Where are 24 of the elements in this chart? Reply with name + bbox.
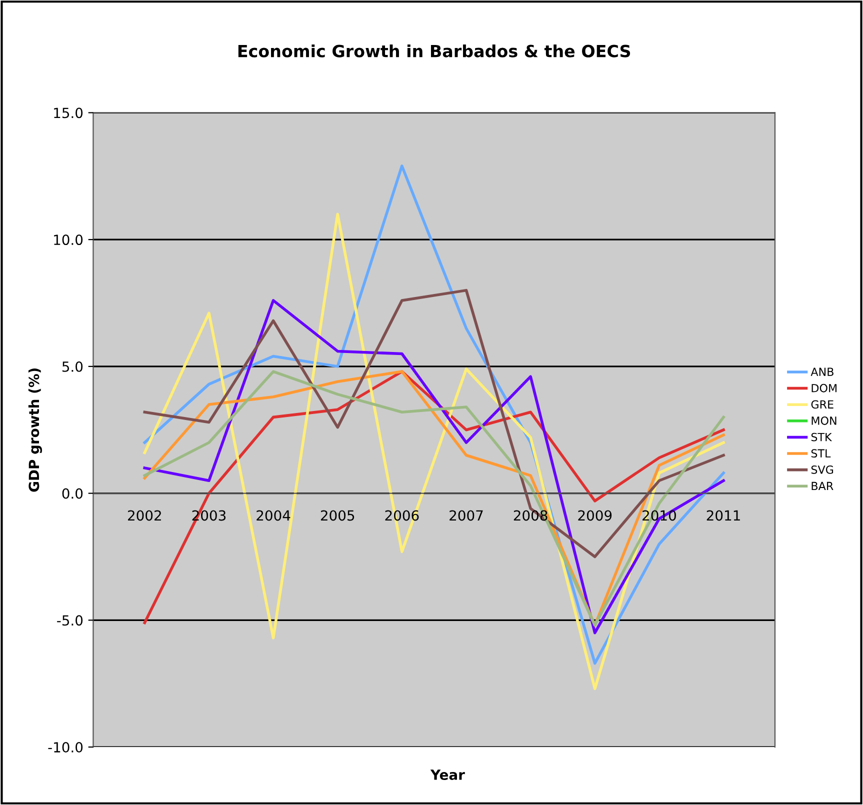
y-axis-title: GDP growth (%) [28,368,42,492]
y-tick-label: 0.0 [62,488,83,499]
x-tick-label: 2004 [256,510,290,521]
y-tick-label: -5.0 [57,615,83,626]
legend-label: ANB [810,368,834,376]
x-tick-label: 2006 [385,510,419,521]
x-tick-label: 2005 [320,510,354,521]
y-tick-label: 5.0 [62,361,83,372]
legend-label: MON [812,416,836,425]
x-tick-label: 2009 [578,510,612,521]
legend-label: STL [811,449,831,458]
x-axis-title: Year [430,770,465,780]
y-tick-label: 15.0 [54,108,83,118]
y-tick-label: -10.0 [48,742,83,753]
legend-label: DOM [812,384,836,392]
x-tick-label: 2011 [706,510,740,521]
x-tick-label: 2007 [450,510,483,521]
y-tick-label: 10.0 [54,234,83,246]
legend-label: GRE [811,400,834,409]
x-tick-label: 2002 [128,510,161,521]
legend-label: SVG [811,465,834,474]
legend-label: STK [811,432,832,442]
chart-title: Economic Growth in Barbados & the OECS [238,44,630,58]
legend-label: BAR [812,482,834,490]
